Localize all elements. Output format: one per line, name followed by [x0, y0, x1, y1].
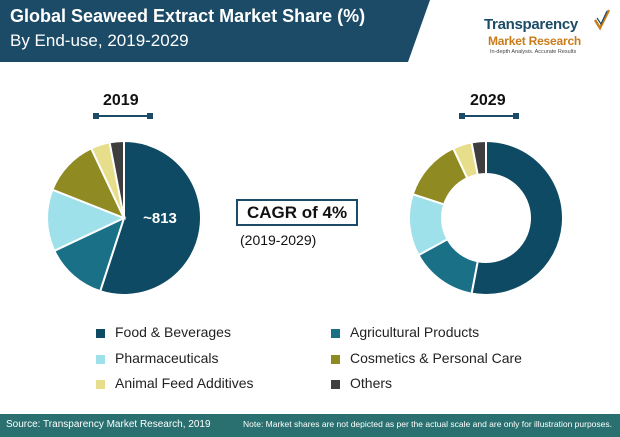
pie-2019-title: 2019 — [103, 92, 139, 109]
legend-swatch — [96, 329, 105, 338]
chart-subtitle: By End-use, 2019-2029 — [10, 31, 189, 50]
pie-2019-slice-agricultural-products — [52, 216, 126, 293]
legend-swatch — [331, 355, 340, 364]
legend-label: Cosmetics & Personal Care — [350, 350, 522, 366]
pie-2019-slice-others — [108, 139, 125, 219]
company-logo: Transparency Market Research In-depth An… — [474, 6, 614, 62]
pie-2029 — [408, 139, 564, 296]
year-2019-rule-left-cap — [93, 113, 99, 119]
legend-label: Food & Beverages — [115, 324, 231, 340]
legend-swatch — [331, 329, 340, 338]
logo-tagline: Market Research — [488, 34, 582, 48]
footer-bar: Source: Transparency Market Research, 20… — [0, 414, 620, 437]
logo-name: Transparency — [484, 16, 578, 33]
pie-2029-title: 2029 — [470, 92, 506, 109]
title-banner-shape — [0, 0, 430, 62]
chart-title: Global Seaweed Extract Market Share (%) — [10, 6, 366, 26]
year-2019-rule-right-cap — [147, 113, 153, 119]
pie-2029-slice-others — [470, 139, 487, 176]
legend-label: Pharmaceuticals — [115, 350, 219, 366]
pie-2019-center-label: ~813 — [143, 210, 177, 227]
legend-swatch — [331, 380, 340, 389]
legend-label: Others — [350, 375, 393, 391]
legend-swatch — [96, 380, 105, 389]
pie-2019-slice-food-and-beverages — [98, 139, 202, 296]
footer-source: Source: Transparency Market Research, 20… — [6, 419, 211, 430]
legend-label: Agricultural Products — [350, 324, 480, 340]
pie-2019-slice-pharmaceuticals — [46, 188, 127, 253]
year-2029-rule-left-cap — [459, 113, 465, 119]
footer-note: Note: Market shares are not depicted as … — [242, 419, 612, 429]
legend: Food & Beverages Agricultural Products P… — [96, 323, 566, 398]
logo-check-icon — [594, 9, 610, 31]
legend-label: Animal Feed Additives — [115, 375, 254, 391]
logo-motto: In-depth Analysis. Accurate Results — [490, 49, 577, 55]
pie-2029-slice-food-and-beverages — [470, 139, 564, 296]
cagr-label: CAGR of 4% — [246, 203, 348, 222]
year-2029-rule-right-cap — [513, 113, 519, 119]
legend-swatch — [96, 355, 105, 364]
cagr-box: CAGR of 4% — [236, 199, 358, 226]
cagr-period: (2019-2029) — [240, 232, 317, 248]
title-banner: Global Seaweed Extract Market Share (%) … — [0, 0, 430, 62]
pie-2019 — [46, 139, 202, 296]
